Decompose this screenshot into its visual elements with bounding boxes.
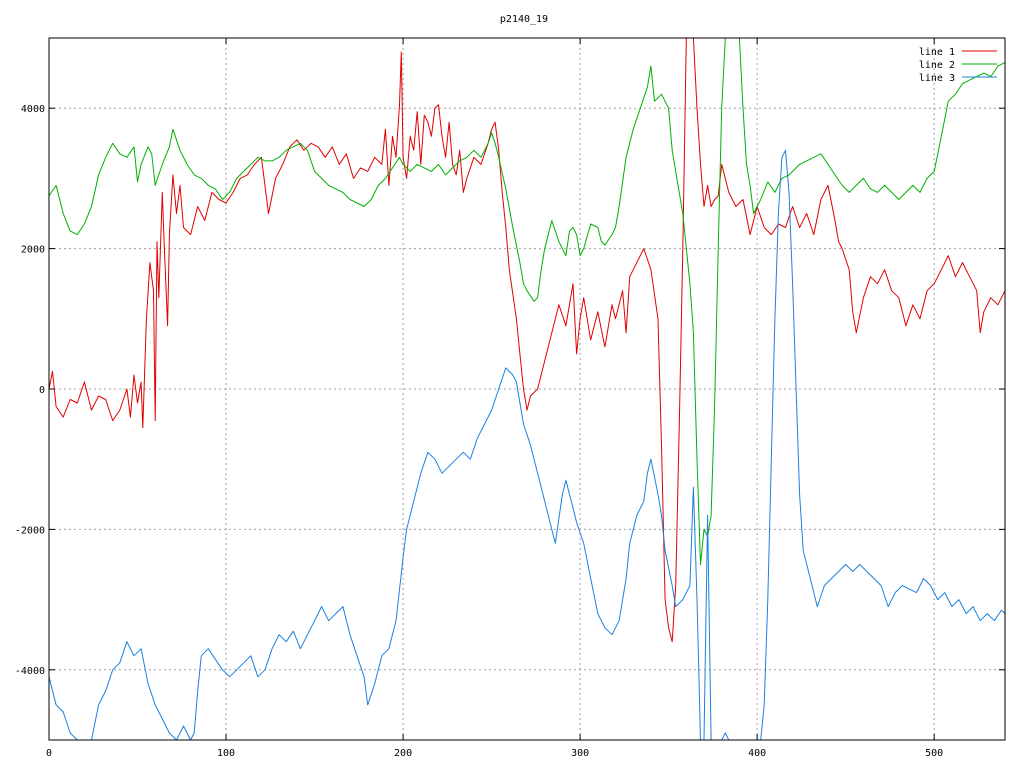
series-line-2 xyxy=(49,38,1005,565)
x-tick-label: 300 xyxy=(571,748,589,759)
y-tick-label: 0 xyxy=(39,385,45,396)
plot-frame xyxy=(48,37,1006,741)
x-tick-label: 400 xyxy=(748,748,766,759)
y-tick-label: -2000 xyxy=(15,525,45,536)
legend-label-3: line 3 xyxy=(919,73,955,84)
legend-label-2: line 2 xyxy=(919,60,955,71)
x-tick-label: 0 xyxy=(46,748,52,759)
y-tick-label: -4000 xyxy=(15,666,45,677)
x-tick-label: 200 xyxy=(394,748,412,759)
axis-ticks: 0 100 200 300 400 500 -4000 -2000 0 2000 4000 xyxy=(15,38,1005,759)
y-tick-label: 2000 xyxy=(21,245,45,256)
legend: line 1 line 2 line 3 xyxy=(919,47,997,84)
legend-label-1: line 1 xyxy=(919,47,955,58)
x-tick-label: 100 xyxy=(217,748,235,759)
x-tick-label: 500 xyxy=(925,748,943,759)
y-tick-label: 4000 xyxy=(21,104,45,115)
series-line-3 xyxy=(49,149,1005,740)
series-group xyxy=(49,38,1005,740)
chart-title: p2140_19 xyxy=(500,14,548,25)
series-line-1 xyxy=(49,38,1005,643)
